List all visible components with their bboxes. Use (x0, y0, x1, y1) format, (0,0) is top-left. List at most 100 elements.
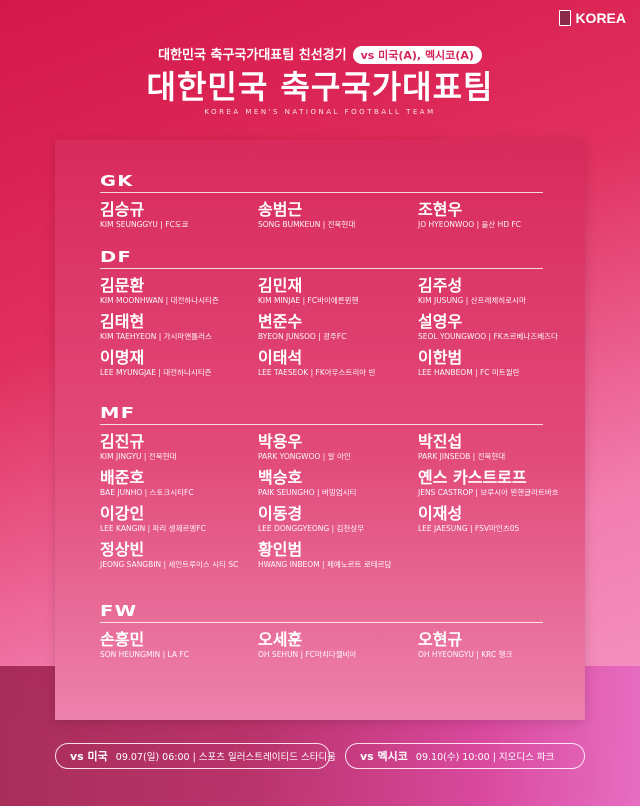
kfa-logo: KOREA (559, 10, 626, 26)
kfa-emblem-icon (559, 10, 572, 26)
section-df: DF 김문환 KIM MOONHWAN | 대전하나시티즌 김민재 KIM MINJAE… (100, 248, 558, 378)
divider (100, 268, 543, 269)
divider (100, 192, 543, 193)
player-name: 송범근 (258, 200, 303, 219)
player-info: KIM SEUNGGYU | FC도쿄 (100, 220, 189, 229)
player-name: 정상빈 (100, 540, 145, 559)
player-item: 박진섭 PARK JINSEOB | 전북현대 (418, 432, 543, 462)
player-item: 설영우 SEOL YOUNGWOO | FK츠르베나즈베즈다 (418, 312, 558, 342)
logo-text: KOREA (575, 10, 626, 26)
player-info: KIM MINJAE | FC바이에른뮌헨 (258, 296, 359, 305)
player-item: 배준호 BAE JUNHO | 스토크시티FC (100, 468, 258, 498)
section-mf: MF 김진규 KIM JINGYU | 전북현대 박용우 PARK YONGWOO | … (100, 404, 559, 570)
player-item: 이재성 LEE JAESUNG | FSV마인츠05 (418, 504, 543, 534)
player-info: SONG BUMKEUN | 전북현대 (258, 220, 356, 229)
player-info: PARK YONGWOO | 알 아인 (258, 452, 351, 461)
player-item: 김민재 KIM MINJAE | FC바이에른뮌헨 (258, 276, 418, 306)
player-item: 오세훈 OH SEHUN | FC마치다젤비아 (258, 630, 418, 660)
player-info: LEE HANBEOM | FC 미트윌란 (418, 368, 520, 377)
player-name: 김민재 (258, 276, 303, 295)
section-label: FW (100, 602, 138, 620)
player-name: 김태현 (100, 312, 145, 331)
player-name: 이재성 (418, 504, 463, 523)
player-info: OH HYEONGYU | KRC 헹크 (418, 650, 513, 659)
player-name: 김진규 (100, 432, 145, 451)
player-name: 손흥민 (100, 630, 145, 649)
section-gk: GK 김승규 KIM SEUNGGYU | FC도쿄 송범근 SONG BUMKEUN … (100, 172, 543, 230)
page-title: 대한민국 축구국가대표팀 (146, 68, 494, 106)
player-info: LEE JAESUNG | FSV마인츠05 (418, 524, 520, 533)
player-name: 박용우 (258, 432, 303, 451)
subtitle-text: 대한민국 축구국가대표팀 친선경기 (158, 48, 347, 63)
roster-card: GK 김승규 KIM SEUNGGYU | FC도쿄 송범근 SONG BUMKEUN … (55, 140, 585, 720)
player-info: JO HYEONWOO | 울산 HD FC (418, 220, 522, 229)
player-name: 김승규 (100, 200, 145, 219)
divider (100, 424, 543, 425)
player-item: 이동경 LEE DONGGYEONG | 김천상무 (258, 504, 418, 534)
player-item: 황인범 HWANG INBEOM | 페예노르트 로테르담 (258, 540, 418, 570)
player-info: KIM TAEHYEON | 가시마앤틀러스 (100, 332, 212, 341)
player-item: 이강인 LEE KANGIN | 파리 생제르맹FC (100, 504, 258, 534)
player-name: 옌스 카스트로프 (418, 468, 527, 487)
player-info: PARK JINSEOB | 전북현대 (418, 452, 506, 461)
match-details: 09.10(수) 10:00 | 지오디스 파크 (415, 752, 555, 763)
player-item: 옌스 카스트로프 JENS CASTROP | 보루시아 묀헨글라트바흐 (418, 468, 559, 498)
player-name: 김문환 (100, 276, 145, 295)
match-mexico: vs 멕시코 09.10(수) 10:00 | 지오디스 파크 (345, 743, 585, 769)
player-name: 백승호 (258, 468, 303, 487)
player-item: 조현우 JO HYEONWOO | 울산 HD FC (418, 200, 543, 230)
player-name: 이강인 (100, 504, 145, 523)
player-name: 김주성 (418, 276, 463, 295)
opponents-badge: vs 미국(A), 멕시코(A) (352, 46, 482, 64)
player-name: 조현우 (418, 200, 463, 219)
divider (100, 622, 543, 623)
player-name: 이동경 (258, 504, 303, 523)
player-item: 변준수 BYEON JUNSOO | 광주FC (258, 312, 418, 342)
player-item: 정상빈 JEONG SANGBIN | 세인트루이스 시티 SC (100, 540, 258, 570)
player-name: 박진섭 (418, 432, 463, 451)
player-info: JEONG SANGBIN | 세인트루이스 시티 SC (100, 560, 239, 569)
player-name: 이명재 (100, 348, 145, 367)
player-item: 손흥민 SON HEUNGMIN | LA FC (100, 630, 258, 660)
player-name: 이태석 (258, 348, 303, 367)
match-opponent: vs 멕시코 (360, 750, 408, 763)
player-item: 김진규 KIM JINGYU | 전북현대 (100, 432, 258, 462)
player-name: 황인범 (258, 540, 303, 559)
player-info: JENS CASTROP | 보루시아 묀헨글라트바흐 (418, 488, 559, 497)
player-info: LEE KANGIN | 파리 생제르맹FC (100, 524, 206, 533)
player-info: HWANG INBEOM | 페예노르트 로테르담 (258, 560, 392, 569)
player-item: 김주성 KIM JUSUNG | 산프레체히로시마 (418, 276, 543, 306)
subtitle: 대한민국 축구국가대표팀 친선경기 vs 미국(A), 멕시코(A) (0, 44, 640, 64)
player-item: 김승규 KIM SEUNGGYU | FC도쿄 (100, 200, 258, 230)
player-item: 김문환 KIM MOONHWAN | 대전하나시티즌 (100, 276, 258, 306)
player-name: 설영우 (418, 312, 463, 331)
player-info: LEE TAESEOK | FK아우스트리아 빈 (258, 368, 376, 377)
player-item: 백승호 PAIK SEUNGHO | 버밍엄시티 (258, 468, 418, 498)
section-label: DF (100, 248, 133, 266)
player-item: 이태석 LEE TAESEOK | FK아우스트리아 빈 (258, 348, 418, 378)
player-info: KIM JINGYU | 전북현대 (100, 452, 177, 461)
player-info: KIM JUSUNG | 산프레체히로시마 (418, 296, 526, 305)
player-info: SEOL YOUNGWOO | FK츠르베나즈베즈다 (418, 332, 558, 341)
section-label: GK (100, 172, 134, 190)
player-item: 이한범 LEE HANBEOM | FC 미트윌란 (418, 348, 543, 378)
player-item: 박용우 PARK YONGWOO | 알 아인 (258, 432, 418, 462)
english-title: KOREA MEN'S NATIONAL FOOTBALL TEAM (204, 108, 436, 116)
player-info: BAE JUNHO | 스토크시티FC (100, 488, 194, 497)
player-name: 변준수 (258, 312, 303, 331)
section-fw: FW 손흥민 SON HEUNGMIN | LA FC 오세훈 OH SEHUN | F… (100, 602, 543, 660)
player-item: 오현규 OH HYEONGYU | KRC 헹크 (418, 630, 543, 660)
player-info: BYEON JUNSOO | 광주FC (258, 332, 347, 341)
match-opponent: vs 미국 (70, 750, 108, 763)
section-label: MF (100, 404, 136, 422)
player-item: 송범근 SONG BUMKEUN | 전북현대 (258, 200, 418, 230)
player-info: SON HEUNGMIN | LA FC (100, 650, 189, 659)
player-item: 김태현 KIM TAEHYEON | 가시마앤틀러스 (100, 312, 258, 342)
player-name: 이한범 (418, 348, 463, 367)
player-name: 오현규 (418, 630, 463, 649)
player-info: PAIK SEUNGHO | 버밍엄시티 (258, 488, 357, 497)
player-item: 이명재 LEE MYUNGJAE | 대전하나시티즌 (100, 348, 258, 378)
player-name: 오세훈 (258, 630, 303, 649)
match-usa: vs 미국 09.07(일) 06:00 | 스포츠 일러스트레이티드 스타디움 (55, 743, 336, 769)
player-info: LEE MYUNGJAE | 대전하나시티즌 (100, 368, 212, 377)
